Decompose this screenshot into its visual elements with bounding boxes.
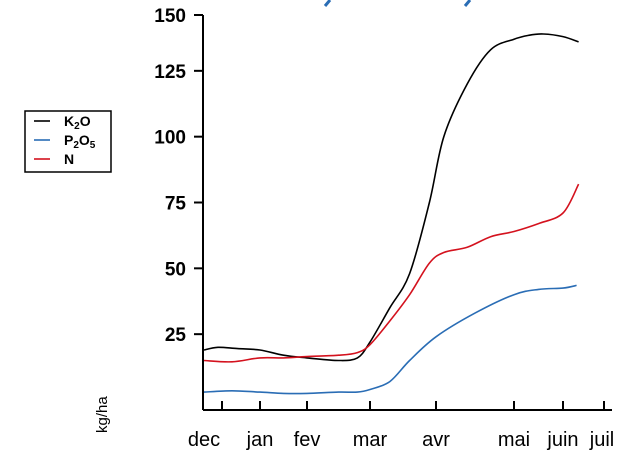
series-lines — [203, 33, 580, 395]
legend-label: P2O5 — [64, 132, 96, 151]
series-line-n — [203, 183, 580, 363]
x-tick-label: dec — [188, 429, 220, 451]
y-tick-label: 150 — [154, 6, 186, 27]
x-tick-label: fev — [294, 429, 321, 451]
x-tick-label: avr — [422, 429, 450, 451]
series-line-p2o5 — [203, 284, 577, 395]
y-tick-label: 25 — [165, 325, 187, 346]
y-tick-label: 125 — [154, 62, 186, 83]
x-ticks: dec jan fev mar avr mai juin juil — [188, 401, 614, 451]
y-tick-label: 100 — [154, 128, 186, 149]
y-ticks: 25 50 75 100 125 150 — [154, 6, 203, 346]
x-tick-label: juil — [589, 429, 614, 451]
cropped-title-fragment — [323, 0, 472, 7]
x-tick-label: mai — [498, 429, 530, 451]
y-tick-label: 75 — [165, 194, 187, 215]
legend-label: K2O — [64, 113, 91, 132]
series-line-k2o — [203, 33, 579, 362]
x-tick-label: jan — [246, 429, 274, 451]
y-axis-label: kg/ha — [94, 396, 111, 433]
legend-label: N — [64, 151, 74, 167]
x-tick-label: mar — [353, 429, 388, 451]
y-tick-label: 50 — [165, 259, 186, 280]
x-tick-label: juin — [546, 429, 578, 451]
